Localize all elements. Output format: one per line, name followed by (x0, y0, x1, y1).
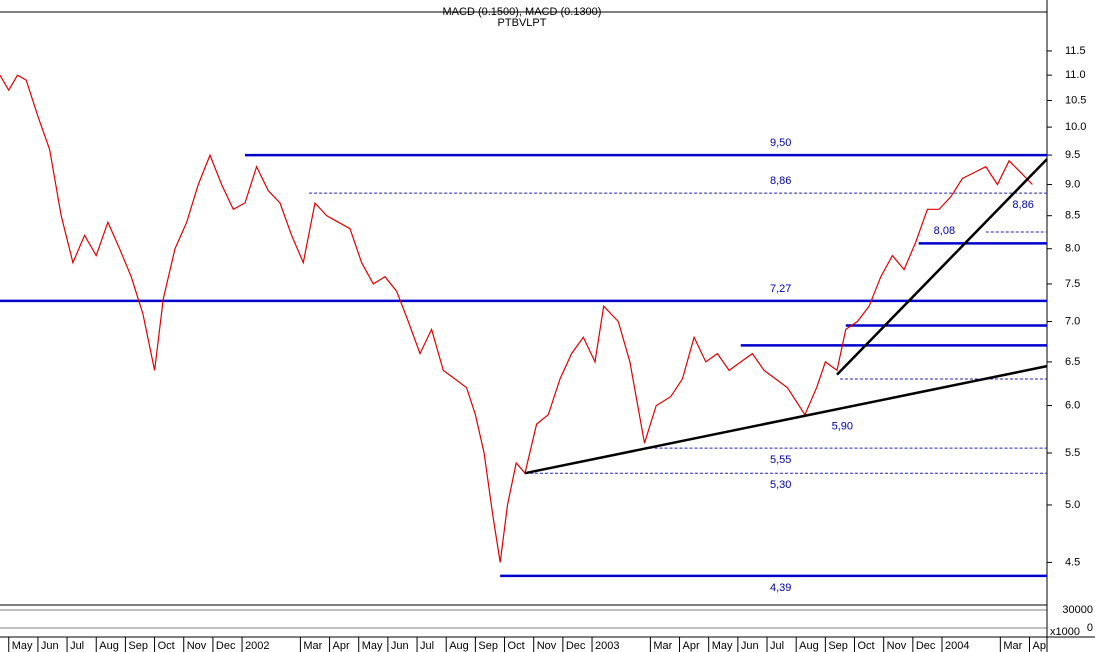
level-label: 9,50 (770, 137, 791, 149)
x-tick-label: Mar (303, 640, 322, 652)
x-tick-label: 2003 (595, 640, 619, 652)
y-tick-label: 10.5 (1065, 94, 1086, 106)
x-tick-label: Aug (99, 640, 119, 652)
x-tick-label: Jul (770, 640, 784, 652)
x-tick-label: Dec (566, 640, 586, 652)
x-tick-label: Oct (158, 640, 175, 652)
x-tick-label: Nov (537, 640, 557, 652)
annotation: 8,86 (1012, 199, 1033, 211)
y-tick-label: 7.0 (1065, 315, 1080, 327)
x-tick-label: Sep (478, 640, 498, 652)
x-tick-label: 2004 (945, 640, 969, 652)
level-label: 8,86 (770, 175, 791, 187)
chart-subtitle: PTBVLPT (498, 17, 547, 29)
x-tick-label: Ap (1033, 640, 1046, 652)
y-tick-label: 11.0 (1065, 69, 1086, 81)
y-tick-label: 6.0 (1065, 399, 1080, 411)
indicator-tick-label: 30000 (1062, 604, 1093, 616)
x-tick-label: Jun (41, 640, 59, 652)
x-tick-label: Dec (216, 640, 236, 652)
x-tick-label: Apr (333, 640, 350, 652)
x-tick-label: 2002 (245, 640, 269, 652)
x-tick-label: Sep (128, 640, 148, 652)
x-tick-label: Apr (683, 640, 700, 652)
x-tick-label: May (712, 640, 733, 652)
x-tick-label: Jul (70, 640, 84, 652)
x-tick-label: Nov (187, 640, 207, 652)
y-tick-label: 5.0 (1065, 499, 1080, 511)
indicator-tick-label: 0 (1087, 622, 1093, 634)
y-tick-label: 10.0 (1065, 121, 1086, 133)
x-tick-label: Aug (799, 640, 819, 652)
level-label: 7,27 (770, 283, 791, 295)
x-tick-label: Sep (828, 640, 848, 652)
x-tick-label: Dec (916, 640, 936, 652)
chart-title: MACD (0.1500), MACD (0.1300) (443, 6, 602, 18)
trendline (836, 158, 1048, 376)
trendline (524, 364, 1048, 475)
x-tick-label: Jul (420, 640, 434, 652)
y-tick-label: 9.5 (1065, 149, 1080, 161)
y-tick-label: 6.5 (1065, 356, 1080, 368)
indicator-unit: x1000 (1050, 626, 1080, 638)
x-tick-label: Jun (741, 640, 759, 652)
y-tick-label: 8.5 (1065, 210, 1080, 222)
y-tick-label: 4.5 (1065, 556, 1080, 568)
x-tick-label: Oct (508, 640, 525, 652)
y-tick-label: 11.5 (1065, 45, 1086, 57)
annotation: 5,90 (832, 421, 853, 433)
x-tick-label: Jun (391, 640, 409, 652)
x-tick-label: Aug (449, 640, 469, 652)
x-tick-label: Mar (1003, 640, 1022, 652)
x-tick-label: Oct (858, 640, 875, 652)
x-tick-label: May (362, 640, 383, 652)
level-label: 4,39 (770, 582, 791, 594)
y-tick-label: 7.5 (1065, 278, 1080, 290)
price-line (0, 74, 1033, 563)
x-tick-label: Nov (887, 640, 907, 652)
level-label: 5,55 (770, 454, 791, 466)
y-tick-label: 5.5 (1065, 447, 1080, 459)
x-tick-label: Mar (653, 640, 672, 652)
x-tick-label: May (12, 640, 33, 652)
level-label: 8,08 (934, 225, 955, 237)
y-tick-label: 8.0 (1065, 243, 1080, 255)
y-tick-label: 9.0 (1065, 178, 1080, 190)
level-label: 5,30 (770, 479, 791, 491)
